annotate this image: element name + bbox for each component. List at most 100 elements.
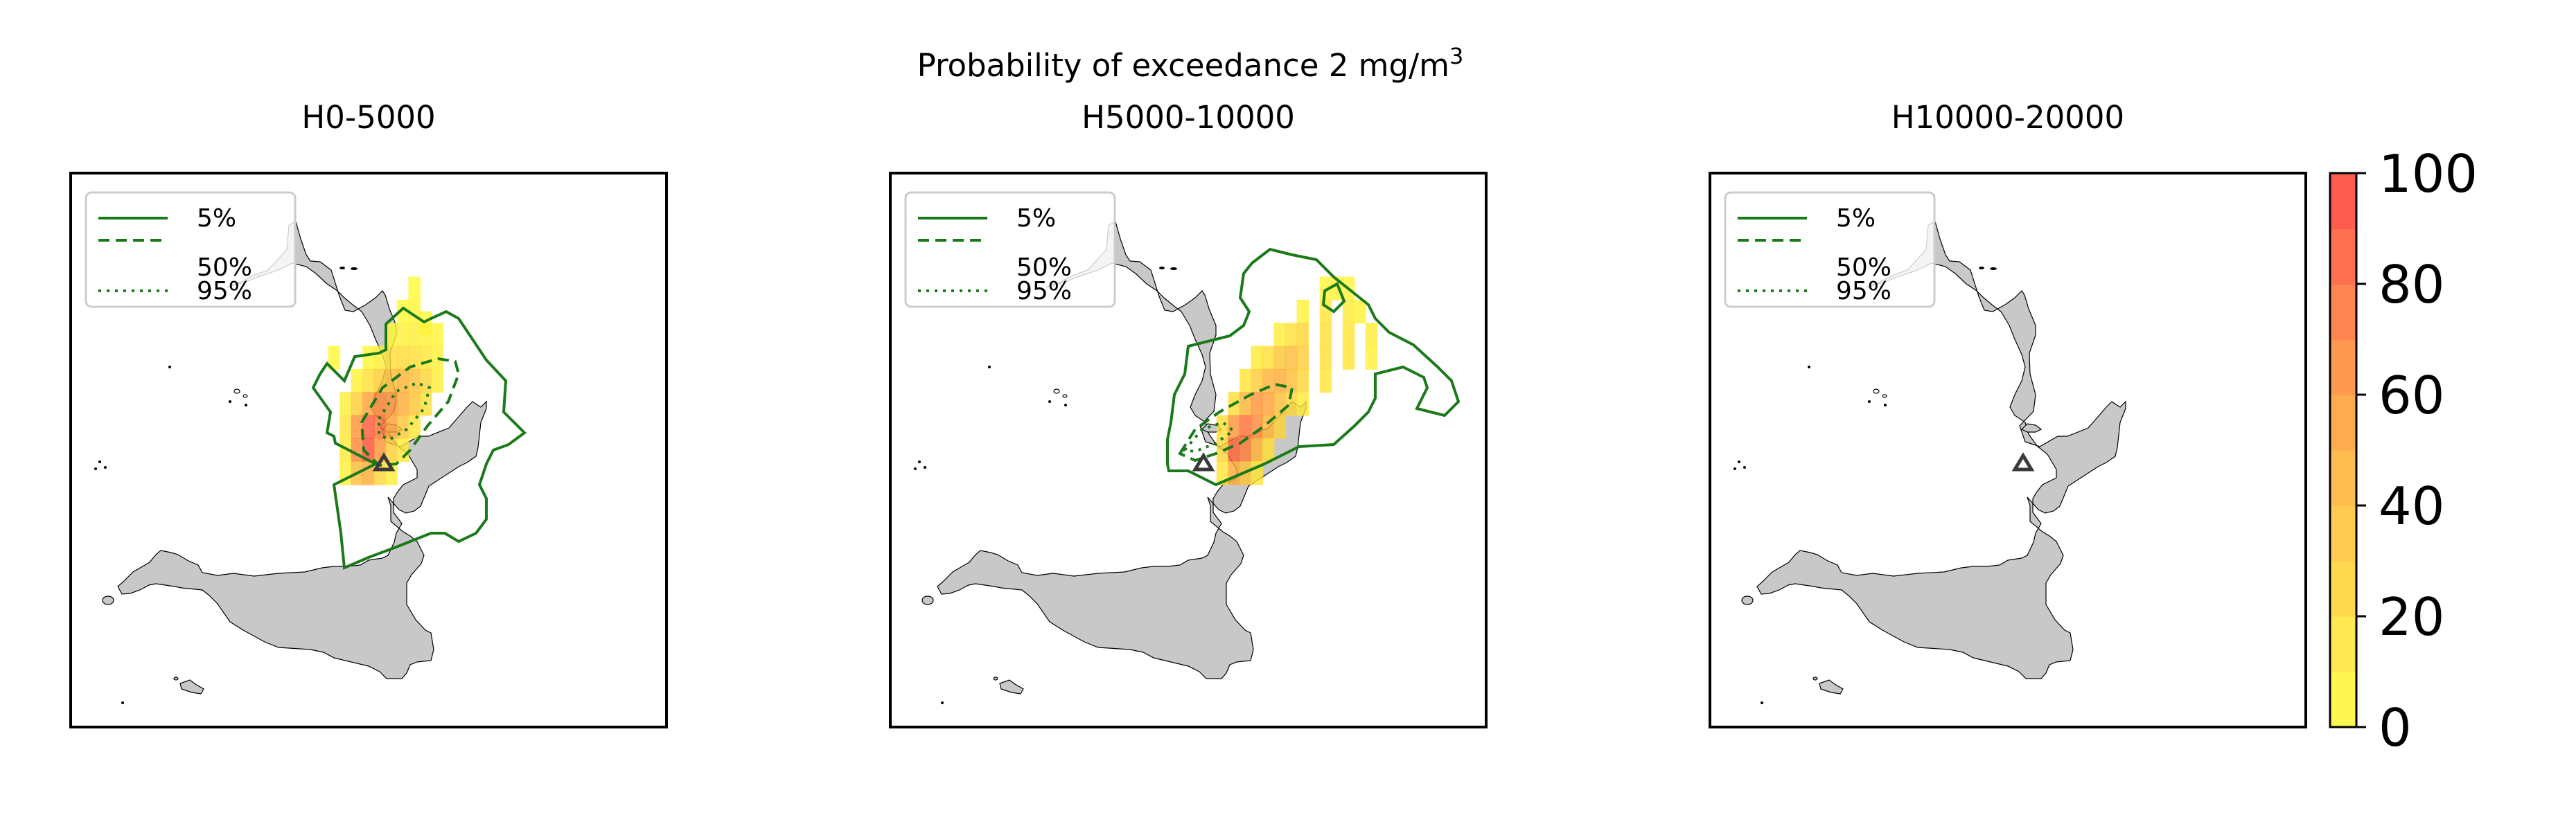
- colorbar-band: [2330, 395, 2356, 451]
- heatmap-cell: [1365, 346, 1378, 370]
- colorbar-bands: [2330, 173, 2356, 728]
- heatmap-cell: [419, 323, 432, 347]
- heatmap-cell: [362, 415, 375, 439]
- legend-box: [1724, 191, 1936, 308]
- heatmap-cell: [362, 368, 375, 393]
- heatmap-cell: [1285, 392, 1298, 416]
- heatmap-cell: [408, 415, 421, 439]
- heatmap-cell: [1273, 415, 1286, 439]
- heatmap-cell: [396, 299, 409, 324]
- colorbar-band: [2330, 339, 2356, 395]
- legend-label: 5%: [1016, 204, 1056, 233]
- colorbar-tick-label: 20: [2379, 586, 2444, 647]
- heatmap-cell: [1365, 323, 1378, 347]
- colorbar-tick-label: 40: [2379, 476, 2444, 537]
- heatmap-cell: [385, 438, 398, 463]
- heatmap-cell: [408, 323, 421, 347]
- heatmap-cell: [1319, 346, 1332, 370]
- heatmap-cell: [1342, 323, 1355, 347]
- legend-label: 95%: [1836, 277, 1891, 305]
- heatmap-cell: [1251, 368, 1263, 393]
- heatmap-cell: [408, 346, 421, 370]
- contour-5pct: [311, 306, 527, 570]
- panel-title: H5000-10000: [1082, 99, 1295, 136]
- heatmap-cells: [328, 276, 443, 485]
- legend-label: 5%: [1836, 204, 1876, 233]
- heatmap-cell: [396, 392, 409, 416]
- legend: 5% 50% 95%: [85, 191, 297, 308]
- panel-title: H0-5000: [301, 99, 435, 136]
- heatmap-cell: [385, 461, 398, 485]
- heatmap-cell: [1342, 346, 1355, 370]
- heatmap-cell: [431, 323, 443, 347]
- colorbar-band: [2330, 561, 2356, 617]
- legend-label: 50%: [1016, 253, 1072, 282]
- heatmap-cell: [419, 346, 432, 370]
- heatmap-cell: [1296, 299, 1309, 324]
- heatmap-cell: [1342, 299, 1355, 324]
- heatmap-cell: [339, 415, 352, 439]
- heatmap-cell: [385, 392, 398, 416]
- panel-2: H5000-10000 5% 50% 95%: [889, 99, 1488, 728]
- legend: 5% 50% 95%: [1724, 191, 1936, 308]
- colorbar-tick-label: 0: [2379, 697, 2412, 758]
- heatmap-cell: [362, 392, 375, 416]
- heatmap-cell: [431, 346, 443, 370]
- heatmap-cell: [1273, 392, 1286, 416]
- contour-5pct: [1166, 247, 1461, 487]
- heatmap-cell: [396, 323, 409, 347]
- heatmap-cell: [1319, 276, 1332, 301]
- heatmap-cell: [1354, 299, 1366, 324]
- heatmap-cell: [1262, 392, 1275, 416]
- legend-box: [904, 191, 1116, 308]
- heatmap-cell: [1285, 346, 1298, 370]
- colorbar-tick-label: 60: [2379, 365, 2444, 426]
- heatmap-cell: [1262, 438, 1275, 463]
- heatmap-cell: [1239, 392, 1252, 416]
- legend: 5% 50% 95%: [904, 191, 1116, 308]
- heatmap-cell: [385, 323, 398, 347]
- panel-3: H10000-20000 5% 50% 95%: [1709, 99, 2307, 728]
- panel-title: H10000-20000: [1891, 99, 2124, 136]
- figure-suptitle: Probability of exceedance 2 mg/m3: [917, 43, 1464, 84]
- heatmap-cell: [396, 438, 409, 463]
- heatmap-cell: [351, 415, 364, 439]
- heatmap-cell: [431, 368, 443, 393]
- vent-triangle-icon: [1192, 452, 1215, 472]
- suptitle-text: Probability of exceedance 2 mg/m3: [917, 43, 1464, 84]
- heatmap-cell: [1239, 368, 1252, 393]
- heatmap-cell: [385, 415, 398, 439]
- colorbar: 0 20 40 60 80 100: [2329, 143, 2478, 758]
- heatmap-cell: [1228, 461, 1240, 485]
- heatmap-cell: [362, 346, 375, 370]
- colorbar-band: [2330, 505, 2356, 562]
- contour-50pct: [1178, 382, 1294, 463]
- heatmap-cell: [1273, 323, 1286, 347]
- heatmap-cell: [1262, 346, 1275, 370]
- colorbar-band: [2330, 616, 2356, 672]
- heatmap-cell: [1296, 392, 1309, 416]
- axes-frame: [69, 172, 668, 728]
- legend-label: 50%: [197, 253, 252, 282]
- colorbar-band: [2330, 173, 2356, 229]
- heatmap-cell: [1239, 415, 1252, 439]
- axes-frame: [1709, 172, 2307, 728]
- heatmap-cells: [1216, 276, 1378, 485]
- colorbar-tick-label: 80: [2379, 254, 2444, 315]
- heatmap-cell: [339, 392, 352, 416]
- heatmap-cell: [1285, 368, 1298, 393]
- heatmap-cell: [385, 346, 398, 370]
- legend-label: 95%: [197, 277, 252, 305]
- heatmap-cell: [1216, 438, 1229, 463]
- heatmap-cell: [396, 346, 409, 370]
- heatmap-cell: [351, 392, 364, 416]
- heatmap-cell: [1262, 368, 1275, 393]
- heatmap-cell: [408, 368, 421, 393]
- heatmap-cell: [408, 276, 421, 301]
- heatmap-cell: [1296, 323, 1309, 347]
- heatmap-cell: [1319, 368, 1332, 393]
- heatmap-cell: [408, 392, 421, 416]
- colorbar-band: [2330, 284, 2356, 340]
- legend-label: 5%: [197, 204, 236, 233]
